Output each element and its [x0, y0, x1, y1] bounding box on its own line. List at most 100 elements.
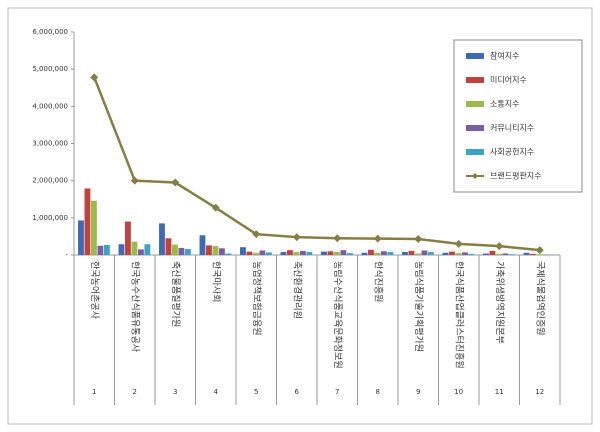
bar	[327, 251, 334, 255]
legend-swatch	[472, 173, 478, 179]
bar	[530, 253, 536, 255]
bar	[78, 220, 84, 255]
category-number: 9	[416, 388, 420, 396]
line-marker	[495, 242, 504, 251]
bar	[103, 244, 110, 255]
legend-label: 사회공헌지수	[490, 148, 534, 157]
bar	[368, 249, 374, 255]
category-number: 12	[535, 388, 544, 396]
category-number: 3	[173, 388, 177, 396]
category-label: 한국농수산식품유통공사	[129, 261, 140, 353]
category-number: 11	[495, 388, 504, 396]
category-number: 1	[92, 388, 96, 396]
y-tick-label: 1,000,000	[32, 214, 68, 222]
bar	[97, 245, 104, 255]
category-label: 한국식품산업클러스터진흥원	[453, 261, 465, 369]
bar	[199, 235, 206, 255]
category-label: 농림수산식품교육문화정보원	[332, 261, 344, 369]
bar	[299, 250, 306, 255]
legend-label: 브랜드평판지수	[490, 171, 542, 181]
bar	[427, 252, 434, 255]
line-marker	[414, 235, 423, 244]
y-tick-label: 3,000,000	[32, 140, 68, 148]
bar	[265, 252, 272, 255]
bar	[455, 253, 462, 255]
bar	[84, 188, 91, 255]
category-number: 5	[254, 388, 258, 396]
category-label: 가축위생방역지원본부	[494, 261, 505, 344]
bar	[408, 250, 415, 255]
bar	[172, 244, 178, 255]
bar	[184, 249, 191, 255]
bar	[489, 250, 496, 255]
bar	[91, 200, 97, 255]
bar	[144, 244, 151, 255]
legend-swatch	[466, 53, 484, 59]
bar	[206, 245, 212, 255]
line-marker	[171, 178, 180, 187]
bar	[225, 253, 232, 255]
bar	[442, 252, 449, 255]
bar	[346, 253, 353, 255]
bar	[449, 251, 455, 255]
bar	[415, 253, 421, 255]
legend-label: 커뮤니티지수	[490, 123, 534, 133]
bar	[280, 252, 287, 255]
y-tick-label: 5,000,000	[32, 65, 68, 73]
y-tick-label: 6,000,000	[32, 28, 68, 36]
bar	[293, 252, 300, 255]
legend-swatch	[466, 125, 484, 131]
bar	[421, 250, 428, 255]
category-label: 한국마사회	[210, 261, 221, 302]
line-marker	[454, 239, 463, 248]
bar	[496, 253, 502, 255]
line	[93, 76, 540, 252]
bar	[159, 223, 165, 255]
line-marker	[373, 234, 382, 243]
category-number: 10	[454, 388, 463, 396]
bar	[287, 250, 293, 255]
category-number: 8	[376, 388, 380, 396]
bar	[218, 248, 225, 255]
legend-label: 참여지수	[490, 51, 519, 61]
bar	[402, 252, 408, 255]
category-number: 2	[133, 388, 137, 396]
bar	[361, 252, 368, 255]
legend-box	[453, 39, 583, 193]
bar	[334, 252, 340, 255]
bar	[118, 244, 125, 255]
bar	[508, 254, 515, 255]
category-number: 7	[335, 388, 339, 396]
category-label: 축산물품질평가원	[170, 261, 182, 327]
line-marker	[130, 176, 139, 185]
bar	[461, 252, 468, 255]
bar	[259, 250, 266, 255]
category-number: 4	[214, 388, 219, 396]
bar	[240, 247, 246, 255]
category-label: 농림식품기술기획평가원	[413, 261, 425, 352]
legend-label: 소통지수	[490, 100, 519, 109]
bar	[253, 252, 259, 255]
bar	[387, 252, 394, 255]
bar	[165, 238, 172, 255]
category-label: 한식진흥원	[372, 261, 384, 302]
line-marker	[252, 230, 261, 239]
legend-swatch	[466, 101, 484, 107]
line-marker	[90, 73, 99, 82]
legend-swatch	[466, 149, 484, 155]
bar	[321, 251, 327, 255]
bar	[306, 252, 313, 255]
bar	[483, 253, 489, 255]
bar	[468, 253, 475, 255]
bar	[246, 251, 253, 255]
category-label: 축산환경관리원	[291, 261, 303, 319]
bar	[340, 250, 347, 255]
bar	[380, 251, 387, 255]
y-tick-label: -	[65, 251, 68, 259]
bar	[178, 247, 185, 255]
category-number: 6	[295, 388, 300, 396]
y-tick-label: 4,000,000	[32, 102, 68, 110]
line-marker	[292, 233, 301, 242]
